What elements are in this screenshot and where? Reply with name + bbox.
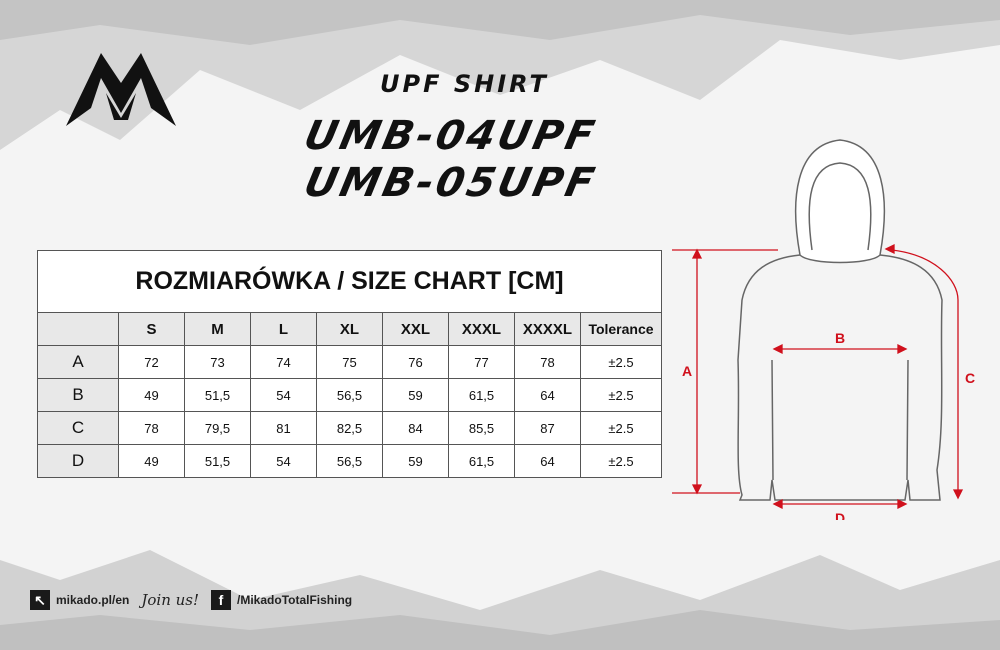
table-cell: 74: [250, 345, 317, 379]
model-code-2: UMB-05UPF: [300, 160, 602, 206]
hoodie-diagram: A B C D: [672, 139, 975, 520]
table-cell: 51,5: [184, 444, 251, 478]
table-row: A 72 73 74 75 76 77 78 ±2.5: [37, 345, 662, 379]
table-cell: 54: [250, 444, 317, 478]
corner-cell: [37, 312, 119, 346]
table-cell: 78: [514, 345, 581, 379]
table-cell: 49: [118, 444, 185, 478]
col-header: S: [118, 312, 185, 346]
table-cell: 64: [514, 378, 581, 412]
mikado-logo: [66, 53, 176, 126]
table-cell: ±2.5: [580, 411, 662, 445]
table-cell: 87: [514, 411, 581, 445]
table-row: D 49 51,5 54 56,5 59 61,5 64 ±2.5: [37, 444, 662, 478]
col-header: XXXXL: [514, 312, 581, 346]
website-link[interactable]: mikado.pl/en: [56, 593, 130, 607]
join-us-text: Join us!: [141, 591, 200, 609]
table-cell: ±2.5: [580, 444, 662, 478]
table-cell: 49: [118, 378, 185, 412]
row-label: D: [37, 444, 119, 478]
col-header: L: [250, 312, 317, 346]
table-cell: 81: [250, 411, 317, 445]
col-header: XXL: [382, 312, 449, 346]
table-cell: 73: [184, 345, 251, 379]
table-cell: 75: [316, 345, 383, 379]
facebook-icon[interactable]: f: [211, 590, 232, 610]
facebook-link[interactable]: /MikadoTotalFishing: [237, 593, 353, 607]
table-title: ROZMIARÓWKA / SIZE CHART [CM]: [37, 250, 662, 313]
table-cell: 72: [118, 345, 185, 379]
table-cell: 56,5: [316, 378, 383, 412]
label-b: B: [835, 330, 845, 346]
col-header: M: [184, 312, 251, 346]
table-cell: 61,5: [448, 378, 515, 412]
table-cell: 84: [382, 411, 449, 445]
table-cell: 82,5: [316, 411, 383, 445]
table-cell: 59: [382, 444, 449, 478]
product-subtitle: UPF SHIRT: [380, 70, 549, 98]
table-cell: 59: [382, 378, 449, 412]
size-chart-table: ROZMIARÓWKA / SIZE CHART [CM] S M L XL X…: [37, 250, 662, 478]
table-cell: 54: [250, 378, 317, 412]
table-row: C 78 79,5 81 82,5 84 85,5 87 ±2.5: [37, 411, 662, 445]
table-cell: 85,5: [448, 411, 515, 445]
label-a: A: [682, 363, 692, 379]
table-cell: 56,5: [316, 444, 383, 478]
table-cell: 78: [118, 411, 185, 445]
cursor-icon: ↖: [30, 590, 50, 610]
table-cell: 76: [382, 345, 449, 379]
label-d: D: [835, 510, 845, 520]
row-label: C: [37, 411, 119, 445]
row-label: A: [37, 345, 119, 379]
row-label: B: [37, 378, 119, 412]
table-cell: ±2.5: [580, 345, 662, 379]
table-cell: 79,5: [184, 411, 251, 445]
table-cell: ±2.5: [580, 378, 662, 412]
col-header: XXXL: [448, 312, 515, 346]
footer: ↖ mikado.pl/en Join us! f /MikadoTotalFi…: [30, 590, 352, 610]
table-cell: 51,5: [184, 378, 251, 412]
table-cell: 61,5: [448, 444, 515, 478]
label-c: C: [965, 370, 975, 386]
model-code-1: UMB-04UPF: [300, 113, 602, 159]
col-header: XL: [316, 312, 383, 346]
header-row: S M L XL XXL XXXL XXXXL Tolerance: [37, 312, 662, 346]
col-header: Tolerance: [580, 312, 662, 346]
table-cell: 77: [448, 345, 515, 379]
table-cell: 64: [514, 444, 581, 478]
table-row: B 49 51,5 54 56,5 59 61,5 64 ±2.5: [37, 378, 662, 412]
